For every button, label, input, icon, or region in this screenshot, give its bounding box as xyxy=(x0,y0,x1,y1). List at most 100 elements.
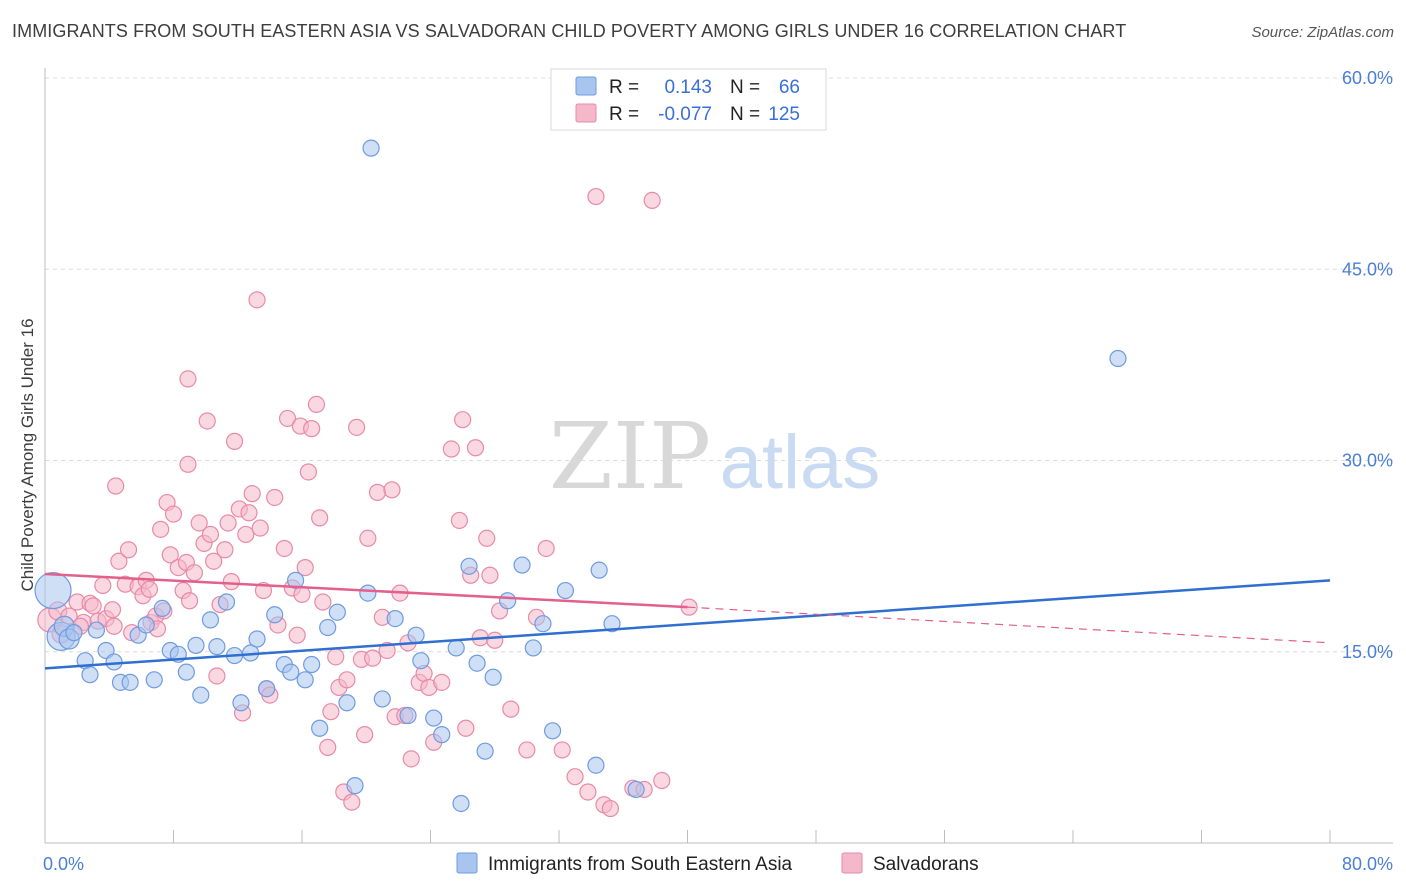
y-tick-label-3: 60.0% xyxy=(1342,68,1393,88)
point-sea-62 xyxy=(603,615,621,633)
point-sea-5 xyxy=(81,666,99,684)
point-sea-57 xyxy=(534,615,552,633)
x-tick-label-max: 80.0% xyxy=(1342,854,1393,874)
point-salvadoran-32 xyxy=(190,514,208,532)
point-sea-39 xyxy=(362,139,380,157)
point-sea-41 xyxy=(373,690,391,708)
tick-labels: 15.0% 30.0% 45.0% 60.0% 0.0% 80.0% xyxy=(43,68,1393,874)
legend-r-label-1: R = xyxy=(609,77,639,98)
legend-n-value-2: 125 xyxy=(768,104,800,125)
point-salvadoran-108 xyxy=(566,768,584,786)
y-axis-label: Child Poverty Among Girls Under 16 xyxy=(18,318,37,591)
y-tick-label-0: 15.0% xyxy=(1342,642,1393,662)
point-sea-27 xyxy=(258,680,276,698)
point-salvadoran-30 xyxy=(179,455,197,473)
point-salvadoran-56 xyxy=(278,409,297,428)
point-salvadoran-37 xyxy=(208,667,226,685)
point-salvadoran-64 xyxy=(311,509,329,527)
point-salvadoran-29 xyxy=(179,370,197,388)
legend-r-label-2: R = xyxy=(609,104,639,125)
point-salvadoran-66 xyxy=(319,738,337,756)
legend-frame xyxy=(550,68,827,131)
point-salvadoran-55 xyxy=(275,539,293,558)
point-sea-59 xyxy=(556,581,575,600)
point-salvadoran-119 xyxy=(94,576,112,595)
point-sea-56 xyxy=(524,639,542,657)
point-salvadoran-49 xyxy=(251,519,269,537)
legend-swatch-series-2 xyxy=(575,103,597,123)
point-sea-13 xyxy=(145,671,163,689)
point-salvadoran-121 xyxy=(180,592,199,610)
legend-n-value-1: 66 xyxy=(779,77,800,98)
point-sea-6 xyxy=(87,621,106,639)
point-sea-32 xyxy=(296,671,314,689)
point-sea-48 xyxy=(447,639,465,657)
bottom-legend-label-2: Salvadorans xyxy=(873,854,979,875)
point-sea-18 xyxy=(187,636,205,654)
trend-line-1 xyxy=(44,579,1331,670)
point-sea-43 xyxy=(399,706,417,725)
point-salvadoran-21 xyxy=(152,520,170,538)
point-sea-47 xyxy=(433,726,451,744)
point-sea-0 xyxy=(34,571,72,610)
point-sea-50 xyxy=(460,557,478,575)
point-sea-35 xyxy=(319,618,337,637)
point-salvadoran-115 xyxy=(643,191,661,209)
point-salvadoran-24 xyxy=(161,546,179,564)
point-sea-58 xyxy=(543,722,562,740)
point-salvadoran-103 xyxy=(502,700,520,718)
point-sea-45 xyxy=(412,652,430,670)
point-salvadoran-61 xyxy=(299,463,318,481)
point-salvadoran-100 xyxy=(481,566,499,584)
point-sea-20 xyxy=(201,611,220,629)
legend-n-label-2: N = xyxy=(730,104,760,125)
trend-extension-2 xyxy=(687,606,1331,644)
point-salvadoran-36 xyxy=(205,552,223,570)
point-salvadoran-46 xyxy=(240,504,258,522)
point-salvadoran-7 xyxy=(84,597,102,615)
point-sea-53 xyxy=(484,668,502,686)
point-sea-37 xyxy=(338,694,356,712)
legend-r-value-1: 0.143 xyxy=(664,77,712,98)
point-salvadoran-12 xyxy=(107,477,125,495)
point-sea-63 xyxy=(627,780,645,799)
point-salvadoran-75 xyxy=(356,726,374,744)
point-salvadoran-14 xyxy=(119,541,138,559)
point-salvadoran-118 xyxy=(103,601,122,619)
point-sea-17 xyxy=(177,663,195,681)
point-salvadoran-92 xyxy=(442,440,460,458)
point-salvadoran-112 xyxy=(601,799,620,818)
point-salvadoran-77 xyxy=(364,649,382,667)
axes xyxy=(44,68,1393,844)
point-sea-14 xyxy=(153,599,171,618)
point-sea-8 xyxy=(105,653,123,671)
point-sea-38 xyxy=(346,777,364,795)
point-salvadoran-10 xyxy=(105,617,123,635)
point-sea-55 xyxy=(513,556,531,574)
point-sea-61 xyxy=(590,561,608,579)
point-salvadoran-110 xyxy=(587,187,605,206)
point-sea-51 xyxy=(468,654,486,672)
point-sea-12 xyxy=(137,616,155,634)
point-salvadoran-60 xyxy=(296,558,314,577)
point-salvadoran-58 xyxy=(288,626,306,644)
point-salvadoran-80 xyxy=(378,641,396,660)
watermark-zip: ZIP xyxy=(549,403,711,510)
bottom-legend-label-1: Immigrants from South Eastern Asia xyxy=(488,854,793,875)
point-salvadoran-86 xyxy=(402,750,420,768)
point-salvadoran-116 xyxy=(653,771,671,790)
trend-lines xyxy=(44,572,1331,670)
x-tick-label-min: 0.0% xyxy=(43,854,84,874)
point-salvadoran-95 xyxy=(457,719,475,737)
bottom-legend-swatch-2 xyxy=(841,852,863,874)
trend-line-2 xyxy=(44,572,688,609)
point-salvadoran-106 xyxy=(537,539,555,558)
point-sea-10 xyxy=(121,673,139,691)
point-sea-31 xyxy=(286,571,305,589)
point-sea-54 xyxy=(499,592,517,610)
point-sea-42 xyxy=(386,609,404,628)
point-salvadoran-71 xyxy=(338,671,356,689)
data-points xyxy=(34,139,1127,818)
point-salvadoran-34 xyxy=(198,412,216,430)
